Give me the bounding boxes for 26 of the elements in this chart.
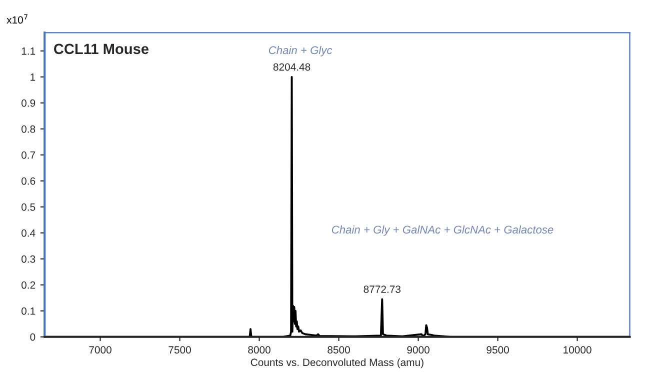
annotation: 8204.48 [273,63,310,71]
y-tick-label: 1 [30,74,36,81]
y-tick-label: 0.1 [22,307,36,315]
y-tick-label: 0.3 [22,255,36,263]
x-tick-label: 10000 [564,346,592,354]
x-tick-label: 7500 [168,346,191,354]
y-tick-label: 0 [30,333,36,341]
y-tick-label: 0.7 [22,151,36,159]
x-tick-label: 8500 [328,346,350,354]
y-tick-label: 0.5 [22,203,36,211]
y-tick-label: 1.1 [22,48,36,55]
x-tick-label: 9500 [486,346,509,354]
y-tick-label: 0.2 [22,281,36,289]
x-axis-title: Counts vs. Deconvoluted Mass (amu) [250,358,424,368]
annotation: Chain + Gly + GalNAc + GlcNAc + Galactose [332,225,554,236]
x-tick-label: 8000 [248,346,270,354]
x-tick-label: 7000 [89,346,112,354]
y-tick-label: 0.8 [22,125,36,133]
x-tick-label: 9000 [407,346,430,354]
y-tick-label: 0.6 [22,177,36,185]
annotation: 8772.73 [364,286,401,293]
y-tick-label: 0.4 [22,229,36,237]
text: x10$^{7}$ [6,14,28,24]
text: CCL11 Mouse [54,44,149,54]
annotation: Chain + Glyc [268,46,332,56]
y-tick-label: 0.9 [22,99,36,107]
